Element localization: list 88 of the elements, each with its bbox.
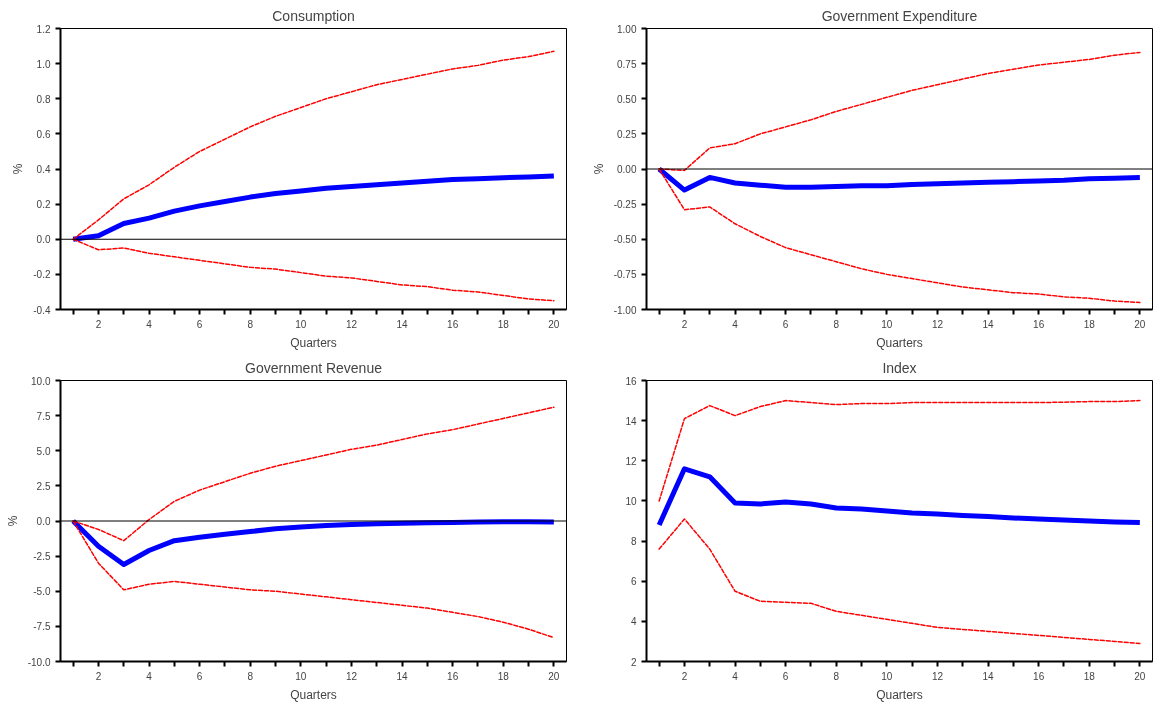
y-axis-title: % [591,163,606,175]
y-tick-label: 6 [630,576,637,588]
y-tick-label: 0.6 [36,128,51,140]
y-tick-label: 10.0 [31,375,51,387]
y-tick-label: -2.5 [33,551,51,563]
x-tick-label: 8 [247,318,254,330]
y-tick-label: 0.00 [617,164,637,175]
x-tick-label: 10 [295,670,307,682]
y-tick-label: 1.2 [36,23,51,35]
x-tick-label: 20 [548,318,560,330]
x-tick-label: 18 [1083,318,1096,330]
y-tick-label: 16 [625,375,637,387]
x-tick-label: 2 [681,670,688,682]
y-tick-label: -1.00 [613,304,637,316]
x-axis-title: Quarters [876,687,923,702]
x-tick-label: 14 [982,670,995,682]
x-tick-label: 10 [881,670,893,682]
chart-title: Government Revenue [245,359,383,376]
y-tick-label: 2 [630,656,637,668]
line-series [658,399,1141,502]
x-tick-label: 18 [1083,670,1096,682]
x-tick-label: 2 [95,318,102,330]
x-tick-label: 8 [833,670,840,682]
y-tick-label: -7.5 [33,621,51,633]
y-tick-label: 0.8 [36,93,51,105]
x-tick-label: 10 [295,318,307,330]
x-tick-label: 16 [447,318,459,330]
x-tick-label: 14 [396,670,409,682]
x-tick-label: 12 [931,670,944,682]
y-tick-label: -5.0 [33,586,51,598]
x-axis-title: Quarters [290,335,337,350]
x-tick-label: 4 [732,318,739,330]
y-tick-label: 14 [625,415,637,427]
y-tick-label: 5.0 [36,445,51,457]
x-tick-label: 20 [1134,318,1146,330]
y-tick-label: 0.0 [36,234,51,246]
x-tick-label: 8 [833,318,840,330]
y-tick-label: -0.4 [33,304,51,316]
x-tick-label: 14 [982,318,995,330]
x-tick-label: 20 [548,670,560,682]
x-axis-title: Quarters [290,687,337,702]
x-tick-label: 2 [95,670,102,682]
x-tick-label: 16 [1033,318,1045,330]
chart-title: Consumption [272,7,355,24]
y-tick-label: 10 [625,495,637,507]
y-tick-label: 2.5 [36,480,51,492]
y-tick-label: 1.0 [36,58,51,70]
x-tick-label: 4 [146,670,153,682]
x-tick-label: 6 [196,670,203,682]
x-tick-label: 6 [782,670,789,682]
x-tick-label: 12 [931,318,944,330]
y-axis-title: % [5,515,20,527]
y-tick-label: 0.25 [617,128,637,140]
y-tick-label: -0.75 [613,269,637,281]
x-tick-label: 20 [1134,670,1146,682]
y-tick-label: 0.0 [36,516,51,527]
x-tick-label: 16 [1033,670,1045,682]
y-tick-label: 0.4 [36,164,51,175]
y-tick-label: 7.5 [36,410,51,422]
x-tick-label: 12 [345,318,358,330]
x-tick-label: 14 [396,318,409,330]
y-tick-label: -0.25 [613,199,637,211]
chart-title: Government Expenditure [821,7,978,24]
x-tick-label: 18 [497,318,510,330]
y-tick-label: -0.50 [613,234,637,246]
y-tick-label: 0.50 [617,93,637,105]
y-tick-label: 0.2 [36,199,51,211]
x-tick-label: 10 [881,318,893,330]
x-tick-label: 6 [196,318,203,330]
line-series [658,518,1141,645]
x-tick-label: 16 [447,670,459,682]
y-tick-label: 8 [630,536,637,548]
x-tick-label: 8 [247,670,254,682]
x-tick-label: 4 [146,318,153,330]
y-tick-label: 0.75 [617,58,637,70]
x-tick-label: 6 [782,318,789,330]
x-tick-label: 12 [345,670,358,682]
y-axis-title: % [11,163,26,175]
y-tick-label: 12 [625,455,637,467]
y-tick-label: -10.0 [27,656,51,668]
chart-title: Index [882,359,917,376]
y-tick-label: 1.00 [617,23,637,35]
x-axis-title: Quarters [876,335,923,350]
x-tick-label: 4 [732,670,739,682]
x-tick-label: 2 [681,318,688,330]
y-tick-label: -0.2 [33,269,51,281]
x-tick-label: 18 [497,670,510,682]
y-tick-label: 4 [630,616,637,628]
